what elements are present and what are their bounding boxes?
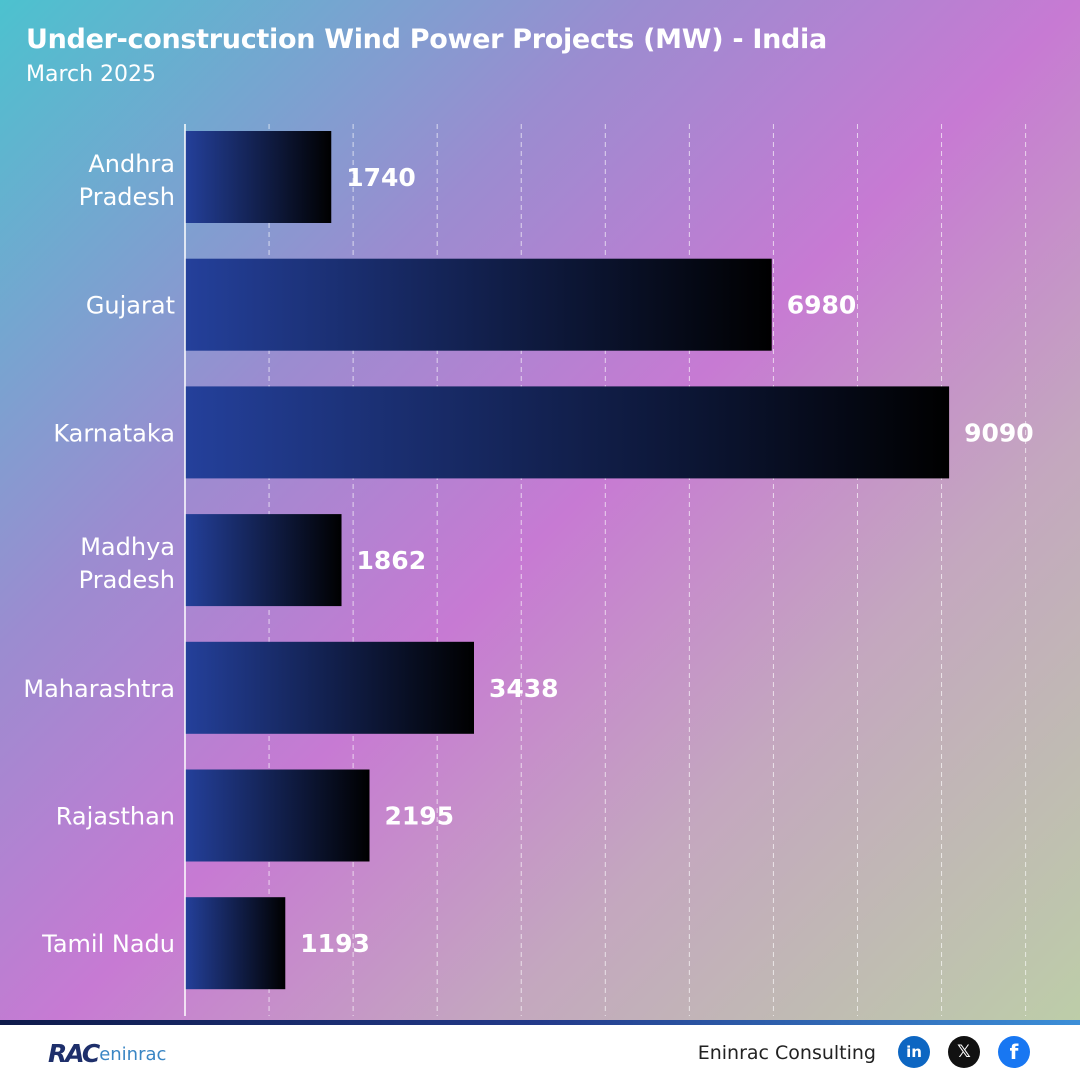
category-label: Maharashtra bbox=[23, 675, 175, 703]
category-label: Rajasthan bbox=[56, 803, 175, 831]
category-label: Madhya Pradesh bbox=[79, 533, 175, 594]
category-label: Karnataka bbox=[53, 419, 175, 447]
bar-andhra-pradesh bbox=[185, 131, 332, 223]
value-labels: 1740 6980 9090 1862 3438 2195 1193 bbox=[300, 163, 1033, 958]
value-label: 1740 bbox=[346, 163, 416, 192]
category-label: Tamil Nadu bbox=[41, 930, 175, 958]
brand-name: Eninrac Consulting bbox=[697, 1042, 876, 1064]
linkedin-icon[interactable]: in bbox=[898, 1036, 930, 1068]
bar-gujarat bbox=[185, 258, 772, 351]
value-label: 1862 bbox=[357, 546, 427, 575]
eninrac-logo: RAC eninrac bbox=[48, 1038, 166, 1068]
x-icon[interactable]: 𝕏 bbox=[948, 1036, 980, 1068]
facebook-glyph: f bbox=[1009, 1040, 1019, 1064]
bar-chart: Andhra Pradesh Gujarat Karnataka Madhya Prade… bbox=[23, 131, 1033, 990]
chart-subtitle: March 2025 bbox=[26, 62, 157, 87]
value-label: 2195 bbox=[385, 802, 455, 831]
chart-title: Under-construction Wind Power Projects (… bbox=[26, 24, 827, 55]
logo-mark: RAC bbox=[48, 1039, 100, 1068]
category-label: Andhra Pradesh bbox=[79, 150, 175, 211]
value-label: 1193 bbox=[300, 929, 370, 958]
footer-accent-line bbox=[0, 1020, 1080, 1025]
category-labels: Andhra Pradesh Gujarat Karnataka Madhya Prade… bbox=[23, 150, 175, 958]
logo-text: eninrac bbox=[99, 1044, 167, 1065]
bar-madhya-pradesh bbox=[185, 514, 342, 607]
value-label: 3438 bbox=[489, 674, 559, 703]
category-label: Gujarat bbox=[86, 292, 175, 320]
footer: RAC eninrac Eninrac Consulting in 𝕏 f bbox=[0, 1020, 1080, 1080]
bars bbox=[185, 131, 950, 990]
value-label: 9090 bbox=[964, 418, 1034, 447]
bar-rajasthan bbox=[185, 769, 370, 862]
value-label: 6980 bbox=[787, 291, 857, 320]
x-glyph: 𝕏 bbox=[957, 1042, 971, 1062]
linkedin-glyph: in bbox=[906, 1043, 922, 1061]
bar-karnataka bbox=[185, 386, 950, 479]
bar-tamil-nadu bbox=[185, 897, 286, 990]
bar-maharashtra bbox=[185, 641, 474, 734]
facebook-icon[interactable]: f bbox=[998, 1036, 1030, 1068]
